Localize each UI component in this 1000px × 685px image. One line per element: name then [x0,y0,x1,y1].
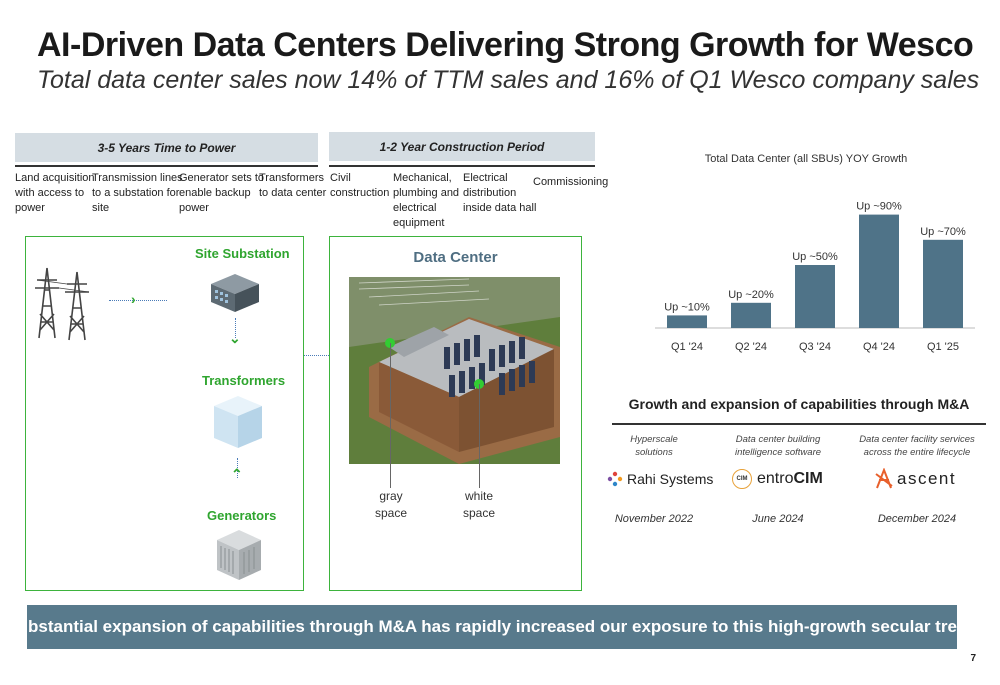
chart-tick-label: Q1 '25 [927,341,959,353]
white-space-label: white space [462,489,496,520]
chart-bar [667,315,707,328]
chart-bar [859,214,899,328]
ma-date-rahi: November 2022 [614,513,694,525]
chart-tick-label: Q3 '24 [799,341,831,353]
step-transmission-lines: Transmission lines to a substation for sit… [92,172,183,214]
chart-tick-label: Q4 '24 [863,341,895,353]
gray-space-pointer [390,343,391,488]
white-space-pointer [479,384,480,488]
chart-tick-label: Q1 '24 [671,341,703,353]
chart-bar [923,239,963,328]
ma-caption-ascent: Data center facility services across the … [859,434,975,458]
chevron-up-icon: ⌃ [231,466,243,482]
gray-space-label: gray space [374,489,408,520]
phase-header-construction: 1-2 Year Construction Period [329,132,595,161]
ma-caption-rahi: Hyperscale solutions [630,434,678,458]
phase-divider [329,165,595,167]
connector-dotted [109,300,167,301]
page-subtitle: Total data center sales now 14% of TTM s… [37,66,980,94]
power-box [25,236,304,591]
rahi-systems-logo: Rahi Systems [607,471,713,487]
ma-date-entrocim: June 2024 [752,513,804,525]
datacenter-label: Data Center [413,249,498,266]
generators-label: Generators [207,508,277,523]
ascent-logo: ascent [874,468,956,490]
connector-dotted [237,458,238,478]
page-title: AI-Driven Data Centers Delivering Strong… [37,26,974,64]
summary-banner: Substantial expansion of capabilities th… [6,605,978,649]
datacenter-image [349,277,560,464]
step-commissioning: Commissioning [533,176,609,188]
page-number: 7 [970,653,976,664]
chart-tick-label: Q2 '24 [735,341,767,353]
ma-caption-entrocim: Data center building intelligence softwar… [734,434,822,458]
ma-divider [612,423,986,425]
step-mechanical: Mechanical, plumbing and electrical equipme… [393,172,460,229]
growth-bar-chart: Up ~10% Q1 '24 Up ~20% Q2 '24 Up ~50% Q3 '24 U… [655,201,975,353]
chevron-down-icon: ⌄ [229,330,241,346]
step-electrical-distribution: Electrical distribution inside data hall [463,172,537,214]
phase-header-time-to-power: 3-5 Years Time to Power [15,133,318,162]
generator-icon [217,530,261,580]
transformer-icon [214,396,262,448]
step-transformers: Transformers to data center [259,172,327,199]
step-generator-sets: Generator sets to enable backup power [179,172,264,214]
chart-title: Total Data Center (all SBUs) YOY Growth [704,153,908,165]
ma-date-ascent: December 2024 [877,513,957,525]
chart-data-label: Up ~20% [728,289,774,301]
site-substation-label: Site Substation [195,246,290,261]
chart-data-label: Up ~90% [856,201,902,213]
chevron-right-icon: › [131,291,136,307]
step-land-acquisition: Land acquisition with access to power [15,172,95,214]
rahi-logo-icon [607,471,623,487]
step-civil-construction: Civil construction [330,172,390,199]
ma-title: Growth and expansion of capabilities thr… [628,396,970,412]
chart-data-label: Up ~10% [664,301,710,313]
entrocim-logo: CIM entro CIM [732,469,823,489]
chart-bar [731,302,771,328]
connector-dotted [235,318,236,338]
chart-bar [795,265,835,328]
datacenter-box [329,236,582,591]
transformers-label: Transformers [202,373,286,388]
chart-data-label: Up ~50% [792,251,838,263]
connector-dotted [304,355,329,356]
ascent-logo-icon [875,468,893,489]
transmission-tower-icon [35,267,90,341]
phase-divider [15,165,318,167]
chart-data-label: Up ~70% [920,226,966,238]
substation-icon [211,274,259,312]
